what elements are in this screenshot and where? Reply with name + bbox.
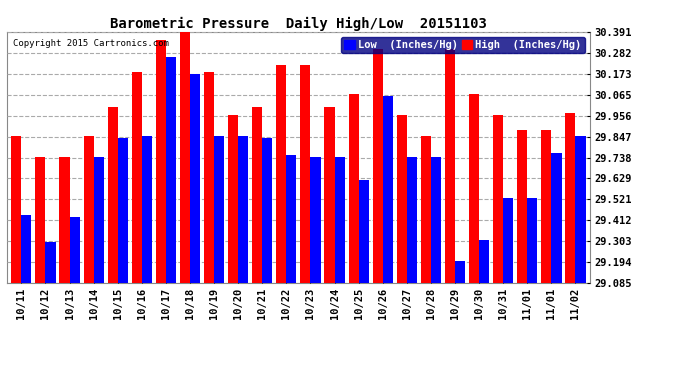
- Bar: [180, 32, 190, 283]
- Bar: [310, 157, 321, 283]
- Bar: [286, 155, 297, 283]
- Bar: [21, 215, 32, 283]
- Bar: [575, 136, 586, 283]
- Bar: [397, 115, 407, 283]
- Legend: Low  (Inches/Hg), High  (Inches/Hg): Low (Inches/Hg), High (Inches/Hg): [341, 37, 584, 53]
- Bar: [262, 138, 273, 283]
- Bar: [142, 136, 152, 283]
- Bar: [421, 136, 431, 283]
- Bar: [94, 157, 104, 283]
- Bar: [300, 65, 310, 283]
- Bar: [324, 107, 335, 283]
- Bar: [132, 72, 142, 283]
- Bar: [518, 130, 527, 283]
- Bar: [228, 115, 238, 283]
- Title: Barometric Pressure  Daily High/Low  20151103: Barometric Pressure Daily High/Low 20151…: [110, 16, 487, 31]
- Bar: [35, 157, 46, 283]
- Bar: [527, 198, 538, 283]
- Bar: [431, 157, 441, 283]
- Bar: [11, 136, 21, 283]
- Bar: [46, 242, 56, 283]
- Bar: [359, 180, 368, 283]
- Bar: [493, 115, 503, 283]
- Bar: [445, 50, 455, 283]
- Bar: [108, 107, 118, 283]
- Bar: [156, 40, 166, 283]
- Bar: [214, 136, 224, 283]
- Bar: [190, 74, 200, 283]
- Bar: [383, 96, 393, 283]
- Bar: [204, 72, 214, 283]
- Bar: [455, 261, 465, 283]
- Bar: [348, 94, 359, 283]
- Bar: [551, 153, 562, 283]
- Bar: [565, 113, 575, 283]
- Bar: [373, 50, 383, 283]
- Bar: [469, 94, 479, 283]
- Bar: [70, 217, 79, 283]
- Bar: [238, 136, 248, 283]
- Bar: [166, 57, 176, 283]
- Bar: [407, 157, 417, 283]
- Text: Copyright 2015 Cartronics.com: Copyright 2015 Cartronics.com: [12, 39, 168, 48]
- Bar: [252, 107, 262, 283]
- Bar: [118, 138, 128, 283]
- Bar: [335, 157, 345, 283]
- Bar: [59, 157, 70, 283]
- Bar: [541, 130, 551, 283]
- Bar: [276, 65, 286, 283]
- Bar: [503, 198, 513, 283]
- Bar: [83, 136, 94, 283]
- Bar: [479, 240, 489, 283]
